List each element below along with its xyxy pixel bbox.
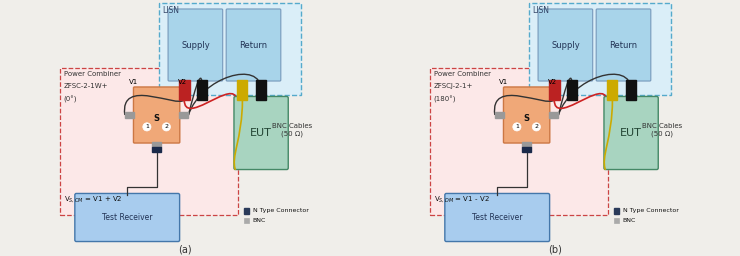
FancyBboxPatch shape: [168, 9, 223, 81]
Text: 2: 2: [164, 124, 169, 129]
Bar: [256, 80, 266, 100]
FancyBboxPatch shape: [604, 97, 659, 169]
Text: V1: V1: [499, 79, 508, 86]
Text: Power Combiner: Power Combiner: [434, 71, 491, 77]
FancyBboxPatch shape: [445, 194, 550, 242]
Text: ZFSCJ-2-1+: ZFSCJ-2-1+: [434, 83, 473, 89]
Text: Test Receiver: Test Receiver: [472, 213, 522, 222]
Bar: [243, 208, 249, 214]
Text: V2: V2: [178, 79, 187, 86]
Bar: [626, 80, 636, 100]
Bar: [522, 147, 531, 152]
Text: BNC: BNC: [622, 218, 636, 223]
Text: S: S: [154, 114, 160, 123]
Text: (a): (a): [178, 245, 192, 255]
FancyBboxPatch shape: [60, 68, 238, 215]
Circle shape: [532, 123, 540, 131]
Bar: [613, 218, 619, 223]
FancyBboxPatch shape: [529, 3, 670, 95]
Bar: [607, 80, 617, 100]
Bar: [198, 80, 207, 100]
FancyBboxPatch shape: [538, 9, 593, 81]
Circle shape: [162, 123, 170, 131]
Text: 1: 1: [515, 124, 519, 129]
Text: (0°): (0°): [64, 96, 77, 103]
Circle shape: [513, 123, 521, 131]
Bar: [568, 80, 577, 100]
Bar: [549, 80, 560, 100]
FancyBboxPatch shape: [234, 97, 289, 169]
FancyBboxPatch shape: [226, 9, 280, 81]
FancyBboxPatch shape: [596, 9, 650, 81]
Text: BNC Cables
(50 Ω): BNC Cables (50 Ω): [642, 123, 682, 137]
Text: Return: Return: [610, 40, 638, 49]
Text: 2: 2: [534, 124, 539, 129]
FancyBboxPatch shape: [503, 87, 550, 143]
Text: 1: 1: [145, 124, 149, 129]
Text: V1: V1: [129, 79, 138, 86]
Bar: [237, 80, 247, 100]
FancyBboxPatch shape: [159, 3, 300, 95]
Bar: [495, 112, 505, 118]
Text: N Type Connector: N Type Connector: [252, 208, 309, 214]
Text: V$_{S,CM}$ = V1 + V2: V$_{S,CM}$ = V1 + V2: [64, 195, 122, 205]
Bar: [179, 80, 190, 100]
Text: Power Combiner: Power Combiner: [64, 71, 121, 77]
Text: LISN: LISN: [533, 6, 550, 15]
FancyBboxPatch shape: [75, 194, 180, 242]
Bar: [152, 142, 161, 147]
Text: N Type Connector: N Type Connector: [622, 208, 679, 214]
Text: Return: Return: [240, 40, 268, 49]
Text: BNC: BNC: [252, 218, 266, 223]
Text: EUT: EUT: [250, 128, 272, 138]
Text: ZFSC-2-1W+: ZFSC-2-1W+: [64, 83, 108, 89]
Bar: [243, 218, 249, 223]
Circle shape: [143, 123, 151, 131]
Text: (b): (b): [548, 245, 562, 255]
Text: BNC Cables
(50 Ω): BNC Cables (50 Ω): [272, 123, 312, 137]
Text: (180°): (180°): [434, 96, 456, 103]
Text: LISN: LISN: [163, 6, 180, 15]
Bar: [125, 112, 135, 118]
Text: Test Receiver: Test Receiver: [102, 213, 152, 222]
Bar: [522, 142, 531, 147]
Text: V2: V2: [548, 79, 557, 86]
Text: S: S: [524, 114, 530, 123]
Bar: [549, 112, 559, 118]
Bar: [179, 112, 189, 118]
FancyBboxPatch shape: [133, 87, 180, 143]
Text: Supply: Supply: [181, 40, 209, 49]
FancyBboxPatch shape: [430, 68, 608, 215]
Text: Supply: Supply: [551, 40, 579, 49]
Text: V$_{S,DM}$ = V1 - V2: V$_{S,DM}$ = V1 - V2: [434, 195, 489, 205]
Bar: [152, 147, 161, 152]
Text: EUT: EUT: [620, 128, 642, 138]
Bar: [613, 208, 619, 214]
